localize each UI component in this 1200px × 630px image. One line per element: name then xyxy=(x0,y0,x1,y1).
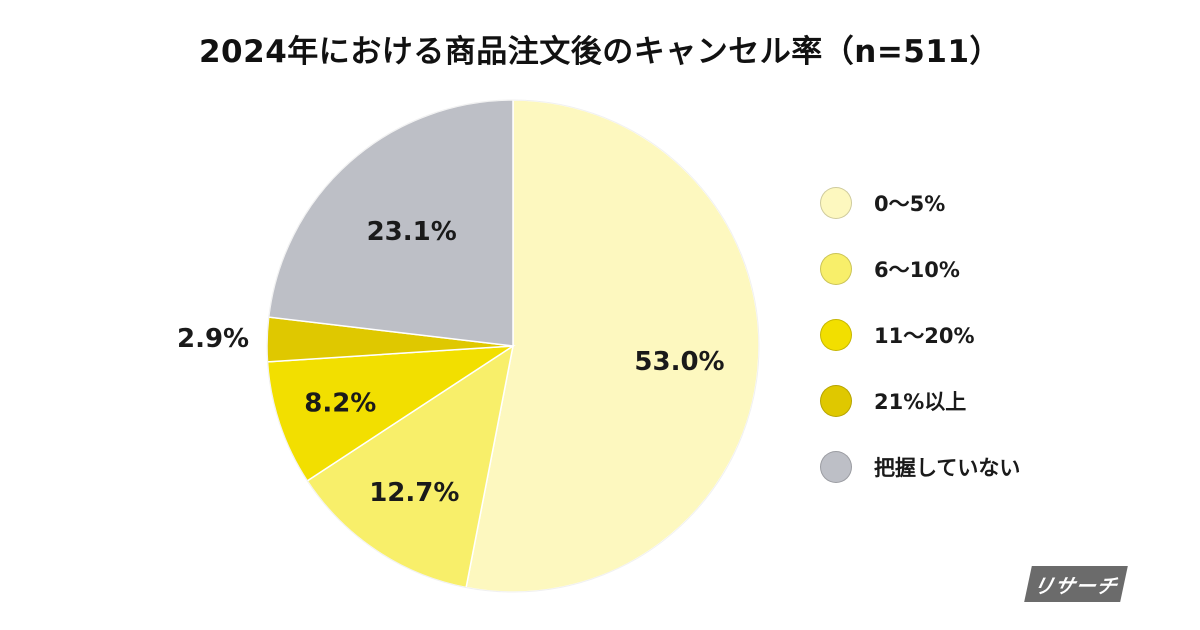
legend-label: 11〜20% xyxy=(874,324,975,348)
chart-title: 2024年における商品注文後のキャンセル率（n=511） xyxy=(198,34,1002,70)
slice-value-label: 53.0% xyxy=(634,347,724,377)
legend-item: 0〜5% xyxy=(820,185,1020,221)
legend-label: 0〜5% xyxy=(874,192,946,216)
slice-value-label: 8.2% xyxy=(304,389,376,419)
slice-value-label: 12.7% xyxy=(369,478,459,508)
legend-label: 把握していない xyxy=(874,456,1021,480)
legend-label: 6〜10% xyxy=(874,258,960,282)
slice-value-label: 2.9% xyxy=(177,324,249,354)
pie-slice xyxy=(465,99,760,593)
pie-outline xyxy=(266,99,760,593)
legend-item: 11〜20% xyxy=(820,317,1020,353)
legend-swatch xyxy=(820,385,852,417)
brand-logo-text: リサーチ xyxy=(1031,573,1121,598)
pie-slice xyxy=(266,345,516,482)
slice-value-label: 23.1% xyxy=(367,217,457,247)
legend-swatch xyxy=(820,187,852,219)
pie-slice xyxy=(306,344,515,589)
pie-slice xyxy=(267,99,514,347)
legend-item: 把握していない xyxy=(820,449,1020,485)
legend-item: 21%以上 xyxy=(820,383,1020,419)
legend-swatch xyxy=(820,253,852,285)
legend-label: 21%以上 xyxy=(874,390,967,414)
brand-logo: リサーチ xyxy=(1024,566,1128,602)
legend-swatch xyxy=(820,319,852,351)
legend: 0〜5% 6〜10% 11〜20% 21%以上把握していない xyxy=(820,185,1020,515)
legend-swatch xyxy=(820,451,852,483)
legend-item: 6〜10% xyxy=(820,251,1020,287)
